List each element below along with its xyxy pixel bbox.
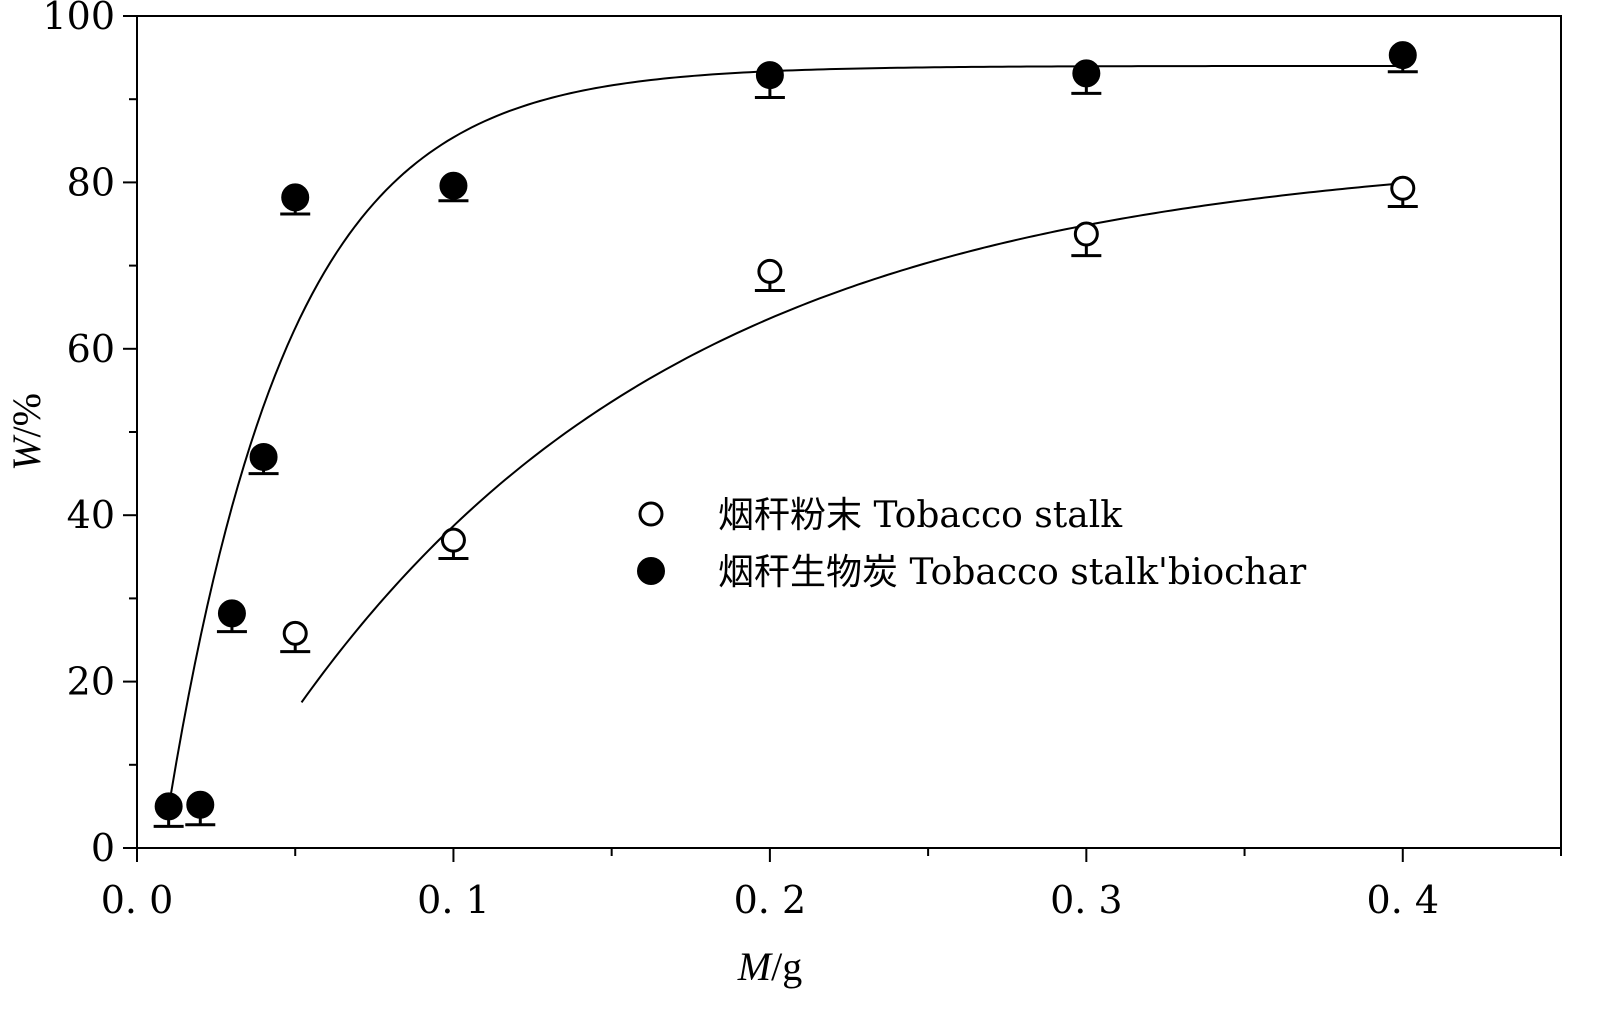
x-tick-label: 0. 0: [101, 878, 174, 922]
point-tobacco-biochar: [1072, 59, 1101, 88]
point-tobacco-biochar: [154, 792, 183, 821]
y-tick-label: 80: [67, 160, 115, 204]
point-tobacco-stalk: [1073, 221, 1099, 247]
x-tick-label: 0. 1: [417, 878, 490, 922]
y-tick-label: 0: [91, 826, 115, 870]
y-tick-label: 20: [67, 660, 115, 704]
plot-frame: [136, 15, 1562, 849]
point-tobacco-biochar: [755, 61, 784, 90]
point-tobacco-biochar: [1388, 41, 1417, 70]
x-axis-ticks: 0. 0 0. 1 0. 2 0. 3 0. 4: [101, 848, 1562, 922]
data-points: [154, 41, 1417, 821]
y-tick-label: 60: [67, 327, 115, 371]
legend: 烟秆粉末 Tobacco stalk 烟秆生物炭 Tobacco stalk'b…: [637, 495, 1307, 593]
fit-curve-tobacco-stalk: [300, 182, 1403, 703]
point-tobacco-biochar: [249, 442, 278, 471]
y-tick-label: 40: [67, 493, 115, 537]
x-tick-label: 0. 3: [1050, 878, 1123, 922]
point-tobacco-biochar: [186, 790, 215, 819]
legend-label-tobacco-biochar: 烟秆生物炭 Tobacco stalk'biochar: [718, 552, 1307, 593]
y-axis-ticks: 0 20 40 60 80 100: [42, 0, 137, 870]
point-tobacco-stalk: [282, 620, 308, 646]
point-tobacco-biochar: [217, 599, 246, 628]
legend-marker-tobacco-biochar: [637, 557, 665, 585]
point-tobacco-biochar: [439, 171, 468, 200]
fit-curve-tobacco-biochar: [169, 64, 1403, 799]
y-axis-title: W/%: [4, 393, 49, 471]
point-tobacco-biochar: [281, 183, 310, 212]
point-tobacco-stalk: [757, 258, 783, 284]
y-tick-label: 100: [42, 0, 115, 38]
x-tick-label: 0. 2: [734, 878, 807, 922]
legend-label-tobacco-stalk: 烟秆粉末 Tobacco stalk: [718, 495, 1123, 536]
x-tick-label: 0. 4: [1367, 878, 1440, 922]
fit-curves: [169, 64, 1403, 799]
point-tobacco-stalk: [1390, 175, 1416, 201]
x-axis-title: M/g: [737, 944, 802, 989]
error-bars: [153, 55, 1418, 828]
point-tobacco-stalk: [440, 527, 466, 553]
legend-marker-tobacco-stalk: [638, 501, 664, 527]
